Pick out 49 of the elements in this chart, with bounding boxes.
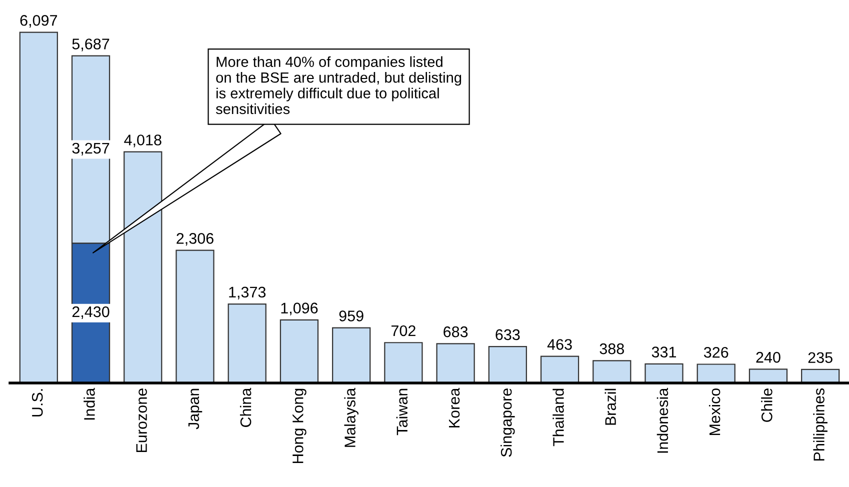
x-tick-label: Mexico (708, 388, 720, 435)
x-tick-label: U.S. (32, 389, 43, 416)
x-tick-label: Thailand (552, 388, 564, 446)
data-label: 240 (756, 352, 780, 363)
data-label: 702 (391, 325, 416, 336)
x-tick-label: Singapore (500, 388, 515, 457)
bar (592, 360, 632, 383)
bar (748, 368, 788, 383)
data-label: 4,018 (124, 134, 162, 148)
bar (19, 32, 58, 383)
x-tick-label: Chile (761, 388, 772, 422)
data-label: 3,257 (72, 142, 110, 156)
x-tick-label: Korea (448, 388, 460, 428)
x-tick-label: China (240, 388, 252, 427)
bar (332, 327, 371, 383)
data-label: 388 (600, 343, 624, 354)
bar (540, 356, 580, 383)
data-label: 633 (496, 329, 520, 340)
bar (124, 151, 162, 383)
data-label: 326 (704, 346, 728, 358)
bar (384, 342, 423, 383)
data-label: 959 (339, 310, 364, 322)
data-label: 463 (547, 339, 572, 350)
data-label: 331 (652, 346, 676, 358)
x-tick-label: Philippines (813, 388, 828, 460)
x-tick-label: India (84, 388, 95, 420)
bar (436, 343, 475, 383)
bar (644, 363, 684, 383)
data-label: 1,096 (281, 302, 318, 316)
data-label: 6,097 (20, 14, 58, 28)
x-tick-label: Hong Kong (292, 388, 306, 464)
x-tick-label: Malaysia (344, 388, 358, 447)
bar (280, 319, 319, 383)
bar (228, 303, 266, 383)
x-tick-label: Eurozone (136, 388, 147, 452)
data-label: 2,306 (176, 233, 214, 246)
data-label: 235 (808, 352, 832, 364)
total-label: 5,687 (72, 38, 110, 52)
x-tick-label: Taiwan (396, 388, 408, 436)
x-tick-label: Japan (188, 388, 202, 430)
bar (696, 364, 736, 383)
data-label: 1,373 (229, 286, 266, 300)
data-label: 683 (444, 326, 468, 338)
bar (176, 250, 214, 383)
annotation: More than 40% of companies listed on the BSE are untraded, but delisting is extremely difficult due to political sensitivities (216, 56, 462, 114)
data-label: 2,430 (72, 306, 110, 320)
x-tick-label: Indonesia (656, 388, 668, 453)
bar (488, 346, 527, 383)
x-tick-label: Brazil (604, 388, 616, 425)
